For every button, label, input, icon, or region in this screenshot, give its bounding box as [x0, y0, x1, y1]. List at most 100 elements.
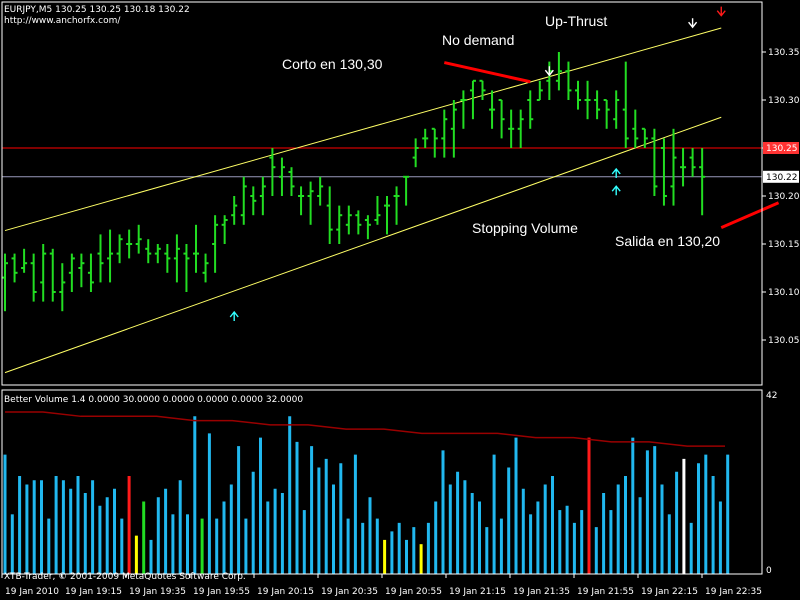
- ohlc-bar: [164, 244, 171, 273]
- ohlc-bar: [30, 253, 37, 302]
- ohlc-bar: [508, 109, 515, 148]
- ohlc-bar: [49, 248, 56, 302]
- ohlc-bar: [422, 128, 429, 148]
- ohlc-bar: [575, 80, 581, 110]
- price-tag-label: 130.25: [766, 144, 798, 154]
- ohlc-bar: [527, 90, 534, 129]
- ohlc-bar: [326, 186, 333, 244]
- ohlc-bar: [345, 205, 352, 235]
- ohlc-bar: [212, 215, 219, 273]
- arrow-shape: [611, 167, 621, 178]
- ohlc-bar: [87, 253, 94, 292]
- ohlc-bar: [126, 229, 133, 259]
- x-tick-label: 19 Jan 22:15: [641, 587, 698, 597]
- channel-line-upper: [4, 27, 722, 232]
- annotation-stopping-volume: Stopping Volume: [472, 220, 578, 236]
- ohlc-bar: [489, 90, 496, 129]
- ohlc-bar: [355, 210, 362, 235]
- ohlc-bar: [202, 253, 209, 283]
- arrow-shape: [716, 6, 726, 17]
- ohlc-bar: [460, 90, 467, 129]
- arrow-down-icon: [688, 18, 698, 29]
- arrow-up-icon: [611, 167, 621, 178]
- arrow-down-icon: [716, 6, 726, 17]
- x-tick-label: 19 Jan 22:35: [705, 587, 762, 597]
- ohlc-bar: [517, 109, 524, 148]
- ohlc-bar: [193, 224, 199, 273]
- ohlc-bar: [594, 90, 601, 120]
- indicator-title: Better Volume 1.4 0.0000 30.0000 0.0000 …: [4, 395, 303, 405]
- ohlc-bar: [116, 234, 123, 264]
- ohlc-bar: [613, 90, 620, 129]
- price-tag-bg: [763, 142, 799, 154]
- ohlc-bar: [374, 196, 381, 225]
- ohlc-bar: [11, 253, 18, 283]
- arrow-up-icon: [229, 310, 239, 321]
- x-tick-label: 19 Jan 19:15: [65, 587, 122, 597]
- ohlc-bar: [641, 127, 648, 148]
- copyright-footer: XTB-Trader, © 2001-2009 MetaQuotes Softw…: [4, 572, 246, 582]
- ohlc-bar: [536, 80, 543, 101]
- ohlc-bar: [555, 52, 562, 91]
- y-tick-label: 130.05: [768, 336, 800, 346]
- ohlc-bar: [384, 196, 390, 235]
- ohlc-bar: [469, 79, 476, 120]
- ohlc-bar: [288, 167, 295, 196]
- arrow-shape: [611, 185, 621, 196]
- annotation-corto: Corto en 130,30: [282, 56, 383, 72]
- ohlc-bar: [584, 80, 591, 120]
- ohlc-bar: [298, 186, 305, 216]
- price-panel-frame: [1, 1, 763, 386]
- ohlc-bar: [154, 244, 161, 264]
- price-tag-bg: [763, 170, 799, 183]
- annotation-no-demand: No demand: [442, 32, 514, 48]
- red-marker-line: [443, 61, 531, 84]
- x-tick-label: 19 Jan 19:35: [129, 587, 186, 597]
- ohlc-bar: [441, 109, 448, 158]
- y-tick-label: 130.15: [768, 240, 800, 250]
- volume-tick-label: 0: [766, 566, 772, 576]
- ohlc-bar: [2, 253, 8, 312]
- ohlc-bar: [231, 196, 238, 225]
- volume-panel: [3, 411, 730, 574]
- ohlc-bar: [250, 186, 257, 216]
- ohlc-bar: [431, 127, 438, 158]
- ohlc-bar: [21, 248, 28, 273]
- price-tag-label: 130.22: [766, 173, 798, 183]
- ohlc-bar: [364, 215, 371, 240]
- ohlc-bar: [565, 61, 572, 100]
- arrow-shape: [229, 310, 239, 321]
- website-url[interactable]: http://www.anchorfx.com/: [4, 16, 121, 26]
- ohlc-bar: [651, 128, 658, 196]
- ohlc-bar: [240, 176, 247, 225]
- x-tick-label: 19 Jan 21:35: [513, 587, 570, 597]
- ohlc-bar: [97, 234, 104, 283]
- x-tick-label: 19 Jan 19:55: [193, 587, 250, 597]
- ohlc-bar: [107, 229, 114, 283]
- ohlc-bar: [221, 215, 228, 244]
- volume-tick-label: 42: [766, 391, 777, 401]
- ohlc-bar: [689, 148, 696, 177]
- x-tick-label: 19 Jan 20:55: [385, 587, 442, 597]
- volume-average-line: [5, 411, 725, 447]
- ohlc-bar: [680, 148, 687, 187]
- ohlc-bar: [336, 205, 343, 244]
- y-tick-label: 130.10: [768, 288, 800, 298]
- ohlc-bar: [135, 224, 142, 254]
- ohlc-bar: [632, 109, 639, 148]
- arrow-shape: [688, 18, 698, 29]
- arrow-shape: [544, 66, 554, 77]
- ohlc-bar: [699, 148, 706, 216]
- ohlc-bar: [403, 175, 410, 206]
- price-panel: [2, 6, 780, 374]
- ohlc-bar: [173, 234, 180, 283]
- ohlc-bar: [307, 181, 314, 225]
- ohlc-bar: [40, 244, 47, 302]
- arrow-up-icon: [611, 185, 621, 196]
- x-tick-label: 19 Jan 21:15: [449, 587, 506, 597]
- arrow-down-icon: [544, 66, 554, 77]
- annotation-up-thrust: Up-Thrust: [545, 13, 607, 29]
- ohlc-bar: [670, 128, 677, 206]
- ohlc-bar: [68, 253, 75, 292]
